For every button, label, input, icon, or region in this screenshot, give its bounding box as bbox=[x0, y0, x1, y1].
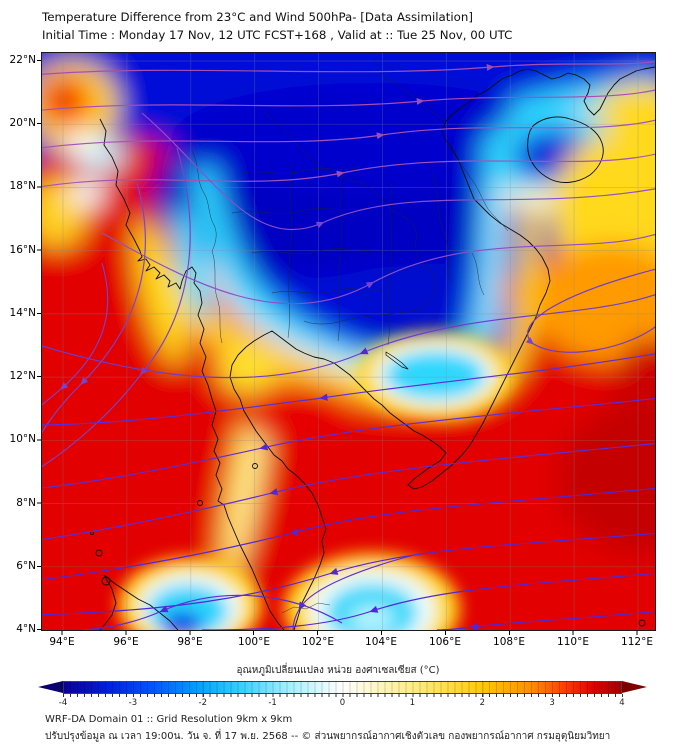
lon-tick-label: 104°E bbox=[365, 636, 397, 648]
lon-tick-label: 98°E bbox=[177, 636, 203, 648]
lat-tick-label: 10°N bbox=[9, 433, 36, 445]
footer-domain-info: WRF-DA Domain 01 :: Grid Resolution 9km … bbox=[45, 714, 293, 725]
lon-tick-label: 112°E bbox=[621, 636, 653, 648]
lat-axis-ticks bbox=[37, 60, 41, 631]
lat-tick-label: 12°N bbox=[9, 370, 36, 382]
lat-tick-label: 16°N bbox=[9, 244, 36, 256]
temperature-field bbox=[42, 53, 655, 630]
lon-tick-label: 102°E bbox=[302, 636, 334, 648]
wind-streamlines bbox=[42, 61, 655, 630]
inland-borders bbox=[191, 58, 509, 614]
colorbar-tick-label: 4 bbox=[619, 698, 625, 708]
colorbar-min-arrow bbox=[38, 681, 63, 693]
colorbar-title: อุณหภูมิเปลี่ยนแปลง หน่วย องศาเซลเซียส (… bbox=[236, 665, 440, 676]
colorbar-tick-label: 1 bbox=[409, 698, 416, 708]
graticule bbox=[42, 53, 655, 630]
colorbar: -4 -3 -2 -1 0 1 2 3 4 bbox=[38, 681, 648, 711]
lat-tick-label: 18°N bbox=[9, 180, 36, 192]
footer-credit: ปรับปรุงข้อมูล ณ เวลา 19:00น. วัน จ. ที่… bbox=[45, 731, 611, 742]
colorbar-tick-label: -1 bbox=[268, 698, 277, 708]
colorbar-tick-label: 2 bbox=[479, 698, 485, 708]
temperature-wind-map bbox=[42, 53, 655, 630]
lon-tick-label: 94°E bbox=[49, 636, 75, 648]
colorbar-steps bbox=[63, 681, 622, 694]
coastlines bbox=[90, 66, 655, 630]
lon-tick-label: 110°E bbox=[557, 636, 589, 648]
colorbar-gradient bbox=[63, 681, 622, 694]
lon-tick-label: 106°E bbox=[429, 636, 461, 648]
lat-tick-label: 4°N bbox=[16, 623, 36, 635]
lat-tick-label: 22°N bbox=[9, 54, 36, 66]
colorbar-tick-label: -3 bbox=[128, 698, 138, 708]
lat-tick-label: 14°N bbox=[9, 307, 36, 319]
colorbar-tick-label: 3 bbox=[549, 698, 555, 708]
colorbar-tick-label: -2 bbox=[198, 698, 208, 708]
map-plot bbox=[41, 52, 656, 631]
colorbar-tick-label: -4 bbox=[58, 698, 68, 708]
lat-tick-label: 20°N bbox=[9, 117, 36, 129]
lat-tick-label: 8°N bbox=[16, 497, 36, 509]
colorbar-minor-ticks bbox=[63, 694, 623, 697]
colorbar-max-arrow bbox=[622, 681, 647, 693]
lon-tick-label: 100°E bbox=[238, 636, 270, 648]
chart-subtitle: Initial Time : Monday 17 Nov, 12 UTC FCS… bbox=[42, 28, 513, 42]
lat-tick-label: 6°N bbox=[16, 560, 36, 572]
chart-title: Temperature Difference from 23°C and Win… bbox=[42, 10, 473, 24]
lon-tick-label: 108°E bbox=[493, 636, 525, 648]
colorbar-tick-label: 0 bbox=[339, 698, 346, 708]
lon-axis-ticks bbox=[41, 631, 654, 635]
lon-tick-label: 96°E bbox=[113, 636, 139, 648]
